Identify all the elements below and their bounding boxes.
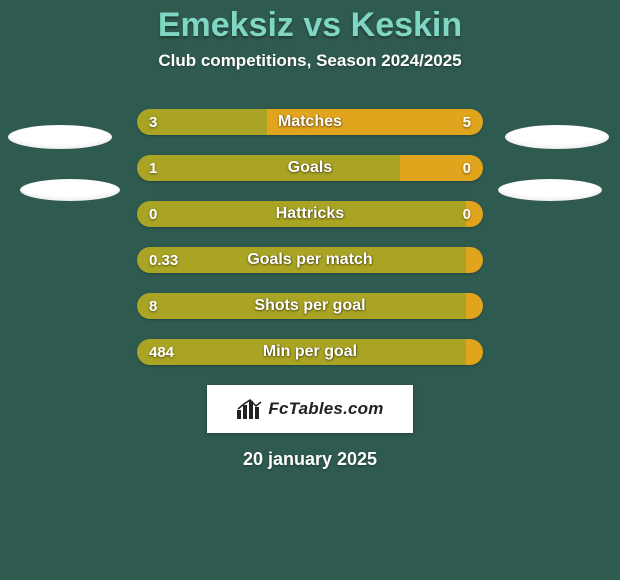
stat-row: 35Matches [137, 109, 483, 135]
stat-row: 8Shots per goal [137, 293, 483, 319]
stat-row: 00Hattricks [137, 201, 483, 227]
brand-text: FcTables.com [268, 399, 383, 419]
title-text: Emeksiz vs Keskin [158, 6, 462, 44]
side-oval [8, 125, 112, 149]
stat-row: 10Goals [137, 155, 483, 181]
stat-seg-left [137, 201, 466, 227]
comparison-bars: 35Matches 10Goals 00Hattricks 0.33Goals per… [137, 109, 483, 365]
stat-seg-right [267, 109, 483, 135]
brand-box: FcTables.com [207, 385, 413, 433]
brand-bars-icon [236, 398, 262, 420]
side-oval [498, 179, 602, 201]
side-oval [20, 179, 120, 201]
stat-seg-right [400, 155, 483, 181]
page-subtitle: Club competitions, Season 2024/2025 [0, 51, 620, 71]
stat-seg-right [466, 247, 483, 273]
footer-date: 20 january 2025 [0, 449, 620, 470]
stat-row: 0.33Goals per match [137, 247, 483, 273]
subtitle-text: Club competitions, Season 2024/2025 [158, 51, 461, 70]
side-oval [505, 125, 609, 149]
stat-seg-left [137, 293, 466, 319]
page-title: Emeksiz vs Keskin [0, 0, 620, 45]
footer-date-text: 20 january 2025 [243, 449, 377, 469]
stat-seg-left [137, 339, 466, 365]
stat-seg-left [137, 109, 267, 135]
stat-row: 484Min per goal [137, 339, 483, 365]
stat-seg-right [466, 339, 483, 365]
stat-seg-left [137, 155, 400, 181]
stat-seg-right [466, 293, 483, 319]
stat-seg-left [137, 247, 466, 273]
stat-seg-right [466, 201, 483, 227]
